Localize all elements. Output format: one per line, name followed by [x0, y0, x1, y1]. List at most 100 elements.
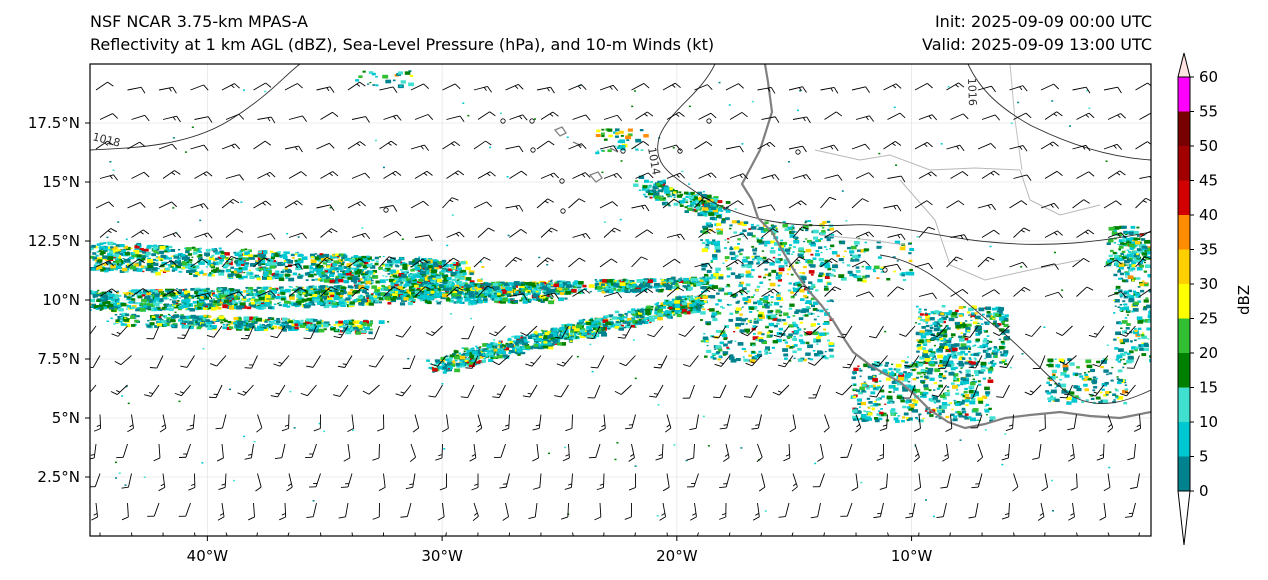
wind-barb [788, 86, 807, 93]
wind-barb [1040, 202, 1060, 209]
wind-barb [659, 502, 666, 521]
wind-barb [690, 502, 697, 521]
wind-barb [306, 502, 317, 519]
wind-barb [1068, 443, 1075, 462]
wind-barb [190, 144, 209, 151]
wind-barb [905, 502, 916, 519]
wind-barb [855, 414, 862, 433]
wind-barb [761, 116, 780, 123]
wind-barb [446, 115, 465, 122]
colorbar-tick-label: 30 [1199, 275, 1218, 293]
wind-barb [333, 384, 349, 397]
wind-barb [257, 290, 276, 297]
wind-barb [938, 355, 951, 369]
wind-barb [174, 384, 191, 397]
wind-barb [99, 288, 118, 297]
wind-barb [1139, 112, 1151, 120]
wind-barb [820, 258, 838, 268]
wind-barb [945, 414, 953, 432]
colorbar-segment [1178, 353, 1190, 388]
wind-barb [1059, 355, 1077, 366]
wind-barb [1126, 355, 1140, 369]
wind-barb [873, 502, 884, 519]
wind-barb [300, 384, 317, 397]
wind-barb [1072, 144, 1091, 152]
wind-barb [180, 355, 195, 368]
wind-barb [788, 200, 807, 209]
colorbar-segment [1178, 387, 1190, 422]
wind-barb [194, 532, 196, 536]
wind-barb [218, 473, 227, 490]
wind-barb [1103, 86, 1122, 94]
wind-barb [445, 532, 447, 536]
wind-barb [842, 355, 857, 369]
wind-barb [1032, 355, 1046, 369]
wind-barb [1103, 473, 1111, 492]
wind-barb [442, 197, 459, 209]
wind-barb [153, 443, 161, 462]
wind-barb [256, 414, 263, 433]
wind-barb [1037, 502, 1045, 521]
wind-barb [792, 174, 812, 181]
colorbar-segment [1178, 318, 1190, 353]
wind-barb [1130, 473, 1140, 490]
wind-barb [837, 325, 853, 339]
wind-barb [347, 201, 366, 209]
wind-barb [603, 227, 621, 238]
colorbar-tick-label: 50 [1199, 137, 1218, 155]
wind-barb [1135, 141, 1151, 150]
wind-barb [477, 532, 479, 536]
wind-barb [410, 144, 430, 151]
wind-barb [372, 443, 380, 461]
wind-barb [400, 502, 412, 518]
wind-barb [1032, 443, 1042, 460]
wind-barb [631, 83, 650, 91]
wind-barb [221, 83, 240, 91]
wind-barb [149, 355, 164, 369]
wind-barb [1044, 230, 1063, 238]
wind-barb [90, 443, 97, 460]
wind-barb [635, 111, 654, 120]
wind-barb [963, 325, 979, 338]
lon-label: 30°W [421, 547, 463, 565]
wind-barb [855, 231, 875, 238]
wind-barb [918, 171, 937, 179]
wind-barb [1040, 263, 1059, 270]
wind-barb [378, 473, 386, 492]
wind-barb [489, 325, 506, 337]
wind-barb [473, 201, 492, 209]
wind-barb [1107, 113, 1127, 120]
wind-barb [940, 473, 951, 489]
wind-barb [190, 258, 209, 268]
wind-barb [303, 325, 317, 340]
wind-barb [1009, 145, 1028, 152]
wind-barb [778, 502, 790, 518]
wind-barb [217, 502, 225, 521]
wind-barb [194, 116, 213, 123]
colorbar-bottom-extend [1177, 490, 1191, 546]
colorbar: 0 5 10 15 20 25 30 35 40 45 50 55 60 dBZ [1177, 52, 1253, 546]
wind-barb [146, 325, 160, 340]
wind-barb [248, 502, 255, 521]
wind-barb [256, 532, 258, 536]
wind-barb [257, 233, 276, 240]
wind-barb [499, 473, 510, 489]
wind-barb [288, 287, 307, 297]
wind-barb [287, 532, 290, 536]
wind-barb [284, 145, 303, 153]
wind-barb [855, 532, 857, 536]
wind-barb [1059, 384, 1073, 399]
lat-label: 2.5°N [37, 468, 80, 486]
wind-barb [340, 473, 353, 488]
wind-barb [824, 230, 843, 238]
lat-label: 10°N [42, 291, 80, 309]
wind-barb [883, 204, 902, 212]
wind-barb [631, 256, 648, 268]
wind-barb [1013, 227, 1031, 238]
wind-barb [471, 473, 479, 491]
wind-barb [333, 325, 349, 339]
wind-barb [253, 140, 272, 150]
wind-barb [1040, 141, 1059, 150]
wind-barb [631, 140, 650, 150]
wind-barb [1044, 170, 1063, 179]
